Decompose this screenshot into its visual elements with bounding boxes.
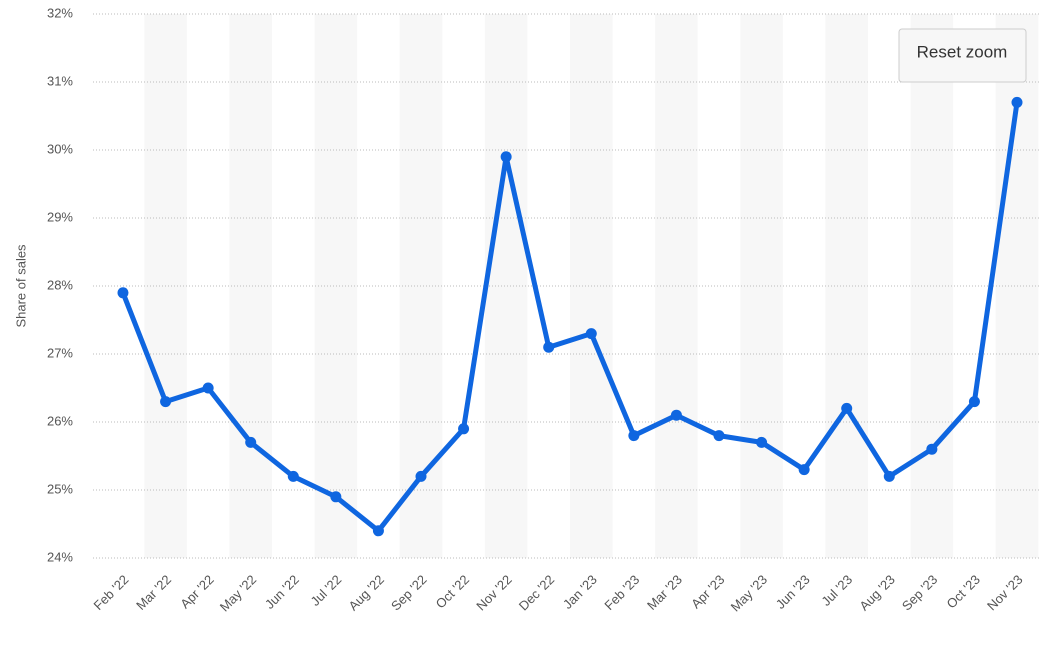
x-tick-label: Mar '23 — [644, 572, 685, 613]
point — [245, 436, 257, 448]
x-tick-label: Jun '23 — [773, 572, 813, 612]
x-tick-label: Aug '23 — [856, 572, 897, 613]
x-tick-label: Oct '22 — [433, 572, 472, 611]
point — [841, 402, 853, 414]
x-tick-label: Feb '22 — [91, 572, 132, 613]
y-tick-label: 30% — [47, 141, 73, 156]
x-tick-label: Jul '23 — [818, 572, 855, 609]
x-tick-label: May '23 — [728, 572, 771, 615]
point — [202, 382, 214, 394]
x-tick-label: Nov '23 — [984, 572, 1025, 613]
x-tick-label: Jun '22 — [262, 572, 302, 612]
point — [883, 470, 895, 482]
y-tick-label: 32% — [47, 5, 73, 20]
point — [628, 430, 640, 442]
band — [910, 14, 954, 558]
x-tick-label: Feb '23 — [601, 572, 642, 613]
point — [117, 287, 129, 299]
x-tick-label: Sep '23 — [899, 572, 940, 613]
y-tick-label: 31% — [47, 73, 73, 88]
point — [372, 525, 384, 537]
x-tick-label: Aug '22 — [345, 572, 386, 613]
point — [543, 341, 555, 353]
y-tick-label: 24% — [47, 549, 73, 564]
point — [798, 464, 810, 476]
band — [314, 14, 358, 558]
point — [926, 443, 938, 455]
x-tick-label: Jul '22 — [308, 572, 345, 609]
button-box — [898, 28, 1027, 83]
y-tick-label: 26% — [47, 413, 73, 428]
reset-zoom-button[interactable]: Reset zoom — [898, 28, 1027, 83]
point — [756, 436, 768, 448]
x-tick-label: Mar '22 — [133, 572, 174, 613]
y-axis-label: Share of sales — [13, 244, 28, 328]
x-tick-label: Dec '22 — [516, 572, 557, 613]
point — [458, 423, 470, 435]
y-tick-label: 25% — [47, 481, 73, 496]
point — [415, 470, 427, 482]
point — [287, 470, 299, 482]
x-tick-label: Oct '23 — [944, 572, 983, 611]
point — [585, 328, 597, 340]
button-label[interactable]: Reset zoom — [917, 42, 1008, 61]
x-tick-label: May '22 — [217, 572, 260, 615]
x-tick-label: Nov '22 — [473, 572, 514, 613]
y-tick-label: 28% — [47, 277, 73, 292]
band — [655, 14, 698, 558]
y-tick-label: 27% — [47, 345, 73, 360]
band — [229, 14, 272, 558]
point — [160, 396, 172, 408]
point — [1011, 96, 1023, 108]
y-tick-label: 29% — [47, 209, 73, 224]
point — [330, 491, 342, 503]
point — [968, 396, 980, 408]
point — [713, 430, 725, 442]
point — [500, 151, 512, 163]
x-tick-label: Jan '23 — [560, 572, 600, 612]
x-tick-label: Apr '23 — [688, 572, 727, 611]
line — [120, 102, 1020, 534]
x-tick-label: Apr '22 — [177, 572, 216, 611]
band — [740, 14, 783, 558]
point — [670, 409, 682, 421]
x-tick-label: Sep '22 — [388, 572, 429, 613]
band — [484, 14, 528, 558]
